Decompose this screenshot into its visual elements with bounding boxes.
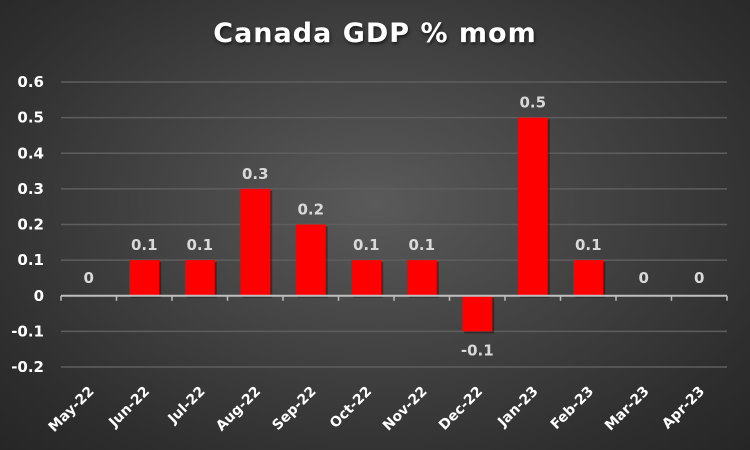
x-tick-label: Mar-23 <box>602 384 653 435</box>
bar <box>240 188 271 296</box>
data-label: 0 <box>84 269 94 287</box>
x-tick-label: Apr-23 <box>659 384 708 433</box>
data-label: -0.1 <box>461 341 494 359</box>
y-tick-label: 0 <box>34 287 44 305</box>
y-tick-label: 0.5 <box>17 109 44 127</box>
x-tick-label: Sep-22 <box>269 384 319 434</box>
data-label: 0.1 <box>186 236 213 254</box>
bar <box>517 117 548 296</box>
y-tick-label: 0.1 <box>17 251 44 269</box>
bars <box>129 117 606 334</box>
x-tick-label: Oct-22 <box>327 384 375 432</box>
x-tick-label: Feb-23 <box>548 384 597 433</box>
bar <box>295 224 326 296</box>
data-label: 0 <box>639 269 649 287</box>
y-tick-label: 0.6 <box>17 73 44 91</box>
x-axis-tick-labels: May-22 Jun-22 Jul-22 Aug-22 Sep-22 Oct-22 Nov-… <box>46 384 708 436</box>
y-axis-tick-labels: 0.6 0.5 0.4 0.3 0.2 0.1 0 -0.1 -0.2 <box>11 73 44 376</box>
gridlines <box>61 81 727 368</box>
data-label: 0.5 <box>519 94 546 112</box>
bar <box>573 260 604 296</box>
x-tick-label: Jul-22 <box>165 384 209 428</box>
data-label: 0.1 <box>408 236 435 254</box>
y-tick-label: -0.2 <box>11 358 44 376</box>
bar <box>462 295 493 332</box>
bar <box>351 260 382 296</box>
x-tick-label: Jan-23 <box>494 384 541 431</box>
y-tick-label: 0.2 <box>17 216 44 234</box>
bar <box>129 260 160 296</box>
bar <box>184 260 215 296</box>
x-axis <box>60 294 728 301</box>
x-tick-label: Jun-22 <box>105 384 153 432</box>
data-label: 0 <box>694 269 704 287</box>
x-tick-label: Nov-22 <box>380 384 431 435</box>
data-label: 0.1 <box>131 236 158 254</box>
x-tick-label: Dec-22 <box>436 384 486 434</box>
data-label: 0.1 <box>575 236 602 254</box>
y-tick-label: 0.3 <box>17 180 44 198</box>
y-tick-label: -0.1 <box>11 322 44 340</box>
x-tick-label: May-22 <box>46 384 98 436</box>
x-tick-label: Aug-22 <box>213 384 264 435</box>
bar <box>406 260 437 296</box>
data-label: 0.2 <box>297 201 324 219</box>
y-tick-label: 0.4 <box>17 144 44 162</box>
chart-title: Canada GDP % mom <box>213 18 537 49</box>
data-label: 0.3 <box>242 165 269 183</box>
data-labels: 0 0.1 0.1 0.3 0.2 0.1 0.1 -0.1 0.5 0.1 0 0 <box>84 94 705 360</box>
data-label: 0.1 <box>353 236 380 254</box>
